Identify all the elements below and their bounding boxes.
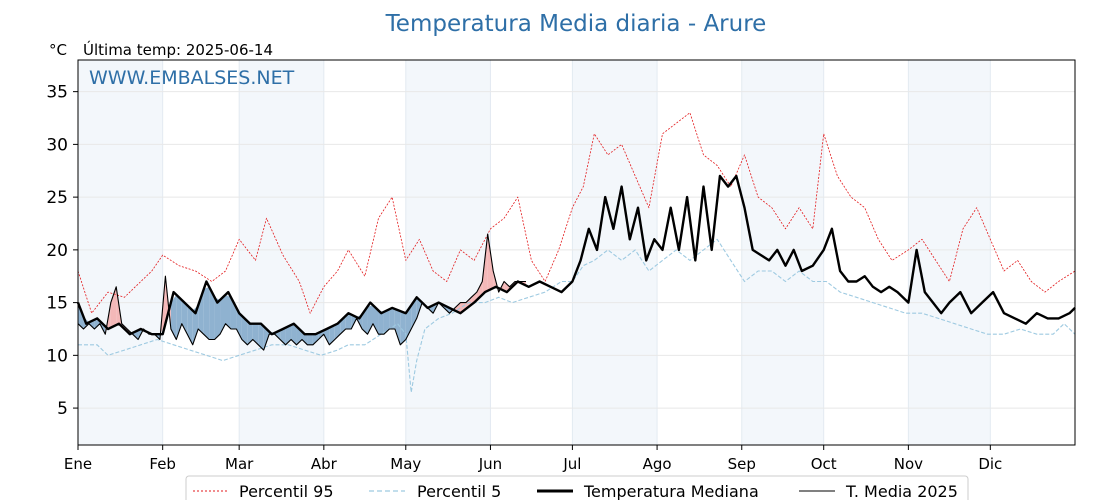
fill-below-median [192,305,199,345]
y-tick-label: 25 [46,188,68,208]
y-axis: 5 10 15 20 25 30 35 [46,83,78,419]
chart-title: Temperatura Media diaria - Arure [385,11,767,37]
fill-below-median [170,294,177,340]
grid-lines [77,60,1075,445]
legend-label-median: Temperatura Mediana [583,482,759,500]
x-tick-label: Oct [811,455,837,473]
y-tick-label: 10 [46,346,68,366]
y-tick-label: 15 [46,294,68,314]
x-tick-label: Abr [311,455,338,473]
x-tick-label: Feb [149,455,176,473]
x-tick-label: Mar [225,455,254,473]
last-temp-label: Última temp: 2025-06-14 [83,40,273,59]
month-band-May [405,60,491,445]
y-tick-label: 35 [46,83,68,103]
y-tick-label: 30 [46,135,68,155]
x-tick-label: May [390,455,421,473]
y-tick-label: 20 [46,241,68,261]
month-band-Ene [78,60,163,445]
fill-below-median [209,286,215,340]
fill-above-median [487,234,494,291]
current-2025-line [77,233,526,351]
month-bands [78,60,991,445]
fill-below-median [247,321,253,345]
x-tick-label: Jul [562,455,581,473]
fill-below-median [373,305,379,335]
fill-below-median [176,294,182,340]
p5-line [78,238,1076,393]
x-axis: Ene Feb Mar Abr May Jun Jul Ago Sep Oct Nov Dic [64,445,1002,473]
fill-below-median [400,311,406,345]
fill-below-median [241,315,248,345]
legend: Percentil 95 Percentil 5 Temperatura Med… [185,475,969,500]
fill-below-median [345,314,352,329]
watermark: WWW.EMBALSES.NET [89,67,295,89]
fill-below-median [220,294,226,335]
fill-below-median [187,305,193,345]
legend-box [185,475,969,500]
fill-above-median [110,286,117,328]
x-tick-label: Jun [478,455,502,473]
unit-label: °C [49,41,67,59]
fill-below-median [252,323,259,345]
fill-below-median [312,332,319,345]
fill-below-median [394,308,401,345]
x-tick-label: Ene [64,455,92,473]
fill-below-median [285,325,292,345]
month-band-Sep [741,60,824,445]
fill-above-median [504,281,510,291]
x-tick-label: Nov [894,455,923,473]
p95-line [77,112,1076,314]
fill-below-median [367,305,374,335]
fill-below-median [230,297,237,329]
fill-below-median [329,325,335,345]
fill-below-median [198,289,204,335]
fill-below-median [389,308,395,329]
median-line [76,174,1076,336]
fill-below-median [258,323,264,351]
legend-label-2025: T. Media 2025 [845,482,958,500]
legend-label-p5: Percentil 5 [417,482,501,500]
fill-below-median [378,310,384,335]
month-band-Jul [572,60,658,445]
fill-below-median [323,327,330,345]
series-lines [76,112,1076,393]
month-band-Nov [908,60,991,445]
fill-below-median [383,309,390,335]
fill-below-median [263,326,270,351]
fill-below-median [214,297,221,340]
fill-below-median [203,286,210,340]
y-tick-label: 5 [57,399,68,419]
legend-label-p95: Percentil 95 [239,482,334,500]
fill-below-median [291,325,297,345]
fill-below-median [225,294,231,329]
plot-frame [77,59,1076,446]
fill-below-median [94,319,100,329]
x-tick-label: Sep [728,455,756,473]
fill-below-median [307,334,313,345]
x-tick-label: Dic [978,455,1002,473]
x-tick-label: Ago [643,455,672,473]
fill-above-median [471,292,477,305]
